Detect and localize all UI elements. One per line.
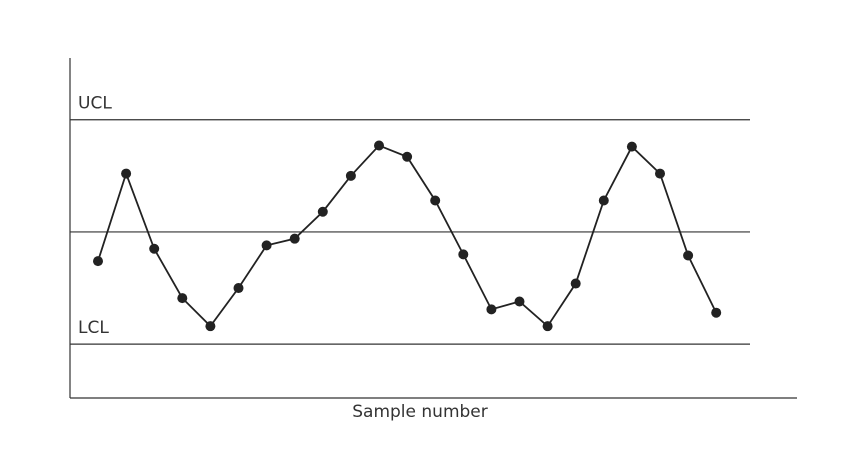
x-axis-label: Sample number — [352, 402, 488, 422]
control-line-label: UCL — [78, 94, 112, 114]
data-point — [289, 233, 300, 244]
control-line-label: LCL — [78, 318, 109, 338]
data-point — [711, 307, 722, 318]
data-point — [374, 140, 384, 151]
data-point — [598, 195, 609, 206]
data-point — [402, 151, 413, 162]
data-point — [486, 304, 497, 315]
data-point — [261, 240, 272, 251]
data-point — [458, 249, 469, 260]
data-point — [542, 321, 553, 332]
data-point — [121, 168, 132, 179]
data-point — [317, 206, 328, 217]
data-point — [205, 321, 216, 332]
data-point — [514, 296, 525, 307]
data-point — [430, 195, 441, 206]
data-point — [93, 256, 103, 267]
data-point — [655, 168, 665, 179]
data-point — [570, 278, 581, 289]
data-point — [177, 293, 188, 304]
data-line — [97, 144, 718, 328]
data-point — [683, 250, 694, 261]
data-point — [626, 141, 637, 152]
data-point — [149, 243, 160, 254]
data-point — [345, 170, 356, 181]
data-point — [233, 283, 244, 294]
